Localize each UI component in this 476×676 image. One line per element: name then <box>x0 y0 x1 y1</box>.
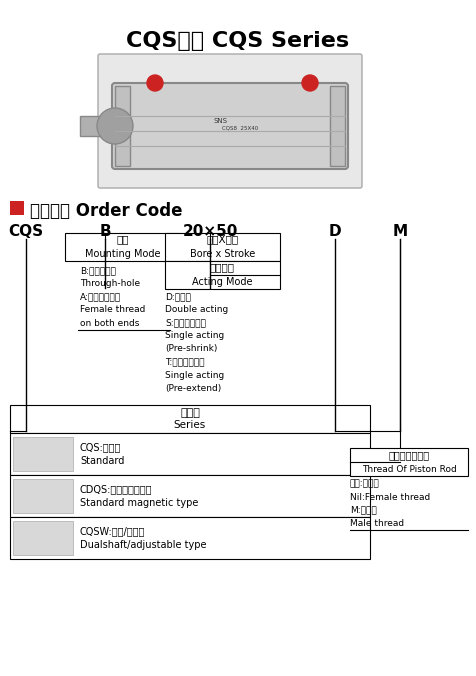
Text: Dualshaft/adjustable type: Dualshaft/adjustable type <box>80 540 207 550</box>
Text: CQS: CQS <box>9 224 44 239</box>
Text: SNS: SNS <box>213 118 227 124</box>
Text: B:安装孔通孔: B:安装孔通孔 <box>80 266 116 276</box>
Text: M: M <box>392 224 407 239</box>
Text: D: D <box>329 224 341 239</box>
Text: 订货型号 Order Code: 订货型号 Order Code <box>30 202 182 220</box>
Bar <box>13 437 73 471</box>
Polygon shape <box>330 86 345 166</box>
Text: Mounting Mode: Mounting Mode <box>85 249 160 259</box>
Text: (Pre-shrink): (Pre-shrink) <box>165 345 218 354</box>
FancyBboxPatch shape <box>112 83 348 169</box>
Bar <box>10 201 24 215</box>
Bar <box>10 517 370 559</box>
Bar <box>165 261 280 289</box>
Text: Double acting: Double acting <box>165 306 228 314</box>
Text: B: B <box>99 224 111 239</box>
Text: A:安装孔内螺纹: A:安装孔内螺纹 <box>80 293 121 301</box>
Text: 空白:内螺纹: 空白:内螺纹 <box>350 479 380 489</box>
Text: 活塞杆螺纹形式: 活塞杆螺纹形式 <box>388 450 429 460</box>
Text: Standard: Standard <box>80 456 124 466</box>
Text: 20×50: 20×50 <box>182 224 238 239</box>
Text: Bore x Stroke: Bore x Stroke <box>190 249 255 259</box>
Polygon shape <box>115 86 130 166</box>
Text: Through-hole: Through-hole <box>80 279 140 289</box>
Circle shape <box>147 75 163 91</box>
Bar <box>350 448 468 476</box>
Text: T:单作用预伸式: T:单作用预伸式 <box>165 358 205 366</box>
Bar <box>10 433 370 475</box>
Text: CQS:标准型: CQS:标准型 <box>80 442 121 452</box>
Bar <box>65 233 180 261</box>
Bar <box>13 479 73 513</box>
Text: Male thread: Male thread <box>350 518 404 527</box>
Text: (Pre-extend): (Pre-extend) <box>165 383 221 393</box>
Text: M:外螺纹: M:外螺纹 <box>350 506 377 514</box>
Bar <box>80 116 115 136</box>
Text: Single acting: Single acting <box>165 331 224 341</box>
Bar <box>10 475 370 517</box>
Text: Nil:Female thread: Nil:Female thread <box>350 493 430 502</box>
Text: Acting Mode: Acting Mode <box>192 277 253 287</box>
Text: Thread Of Piston Rod: Thread Of Piston Rod <box>362 464 456 473</box>
Text: 安装: 安装 <box>116 234 129 244</box>
Text: 缸径X行程: 缸径X行程 <box>207 234 238 244</box>
Text: S:单作用预缩式: S:单作用预缩式 <box>165 318 206 327</box>
Text: Female thread: Female thread <box>80 306 145 314</box>
FancyBboxPatch shape <box>98 54 362 188</box>
Text: 动作型式: 动作型式 <box>210 262 235 272</box>
Text: D:复动式: D:复动式 <box>165 293 191 301</box>
Bar <box>165 233 280 261</box>
Circle shape <box>302 75 318 91</box>
Text: 系列号: 系列号 <box>180 408 200 418</box>
Text: on both ends: on both ends <box>80 318 139 327</box>
Text: Single acting: Single acting <box>165 370 224 379</box>
Text: CDQS:标准型带磁性型: CDQS:标准型带磁性型 <box>80 484 152 494</box>
Circle shape <box>97 108 133 144</box>
Bar <box>13 521 73 555</box>
Text: CQSW:双轴/可调型: CQSW:双轴/可调型 <box>80 526 145 536</box>
Text: Standard magnetic type: Standard magnetic type <box>80 498 198 508</box>
Bar <box>10 405 370 433</box>
Text: CQS系列 CQS Series: CQS系列 CQS Series <box>127 31 349 51</box>
Text: CQS8  25X40: CQS8 25X40 <box>222 126 258 130</box>
Text: Series: Series <box>174 420 206 430</box>
